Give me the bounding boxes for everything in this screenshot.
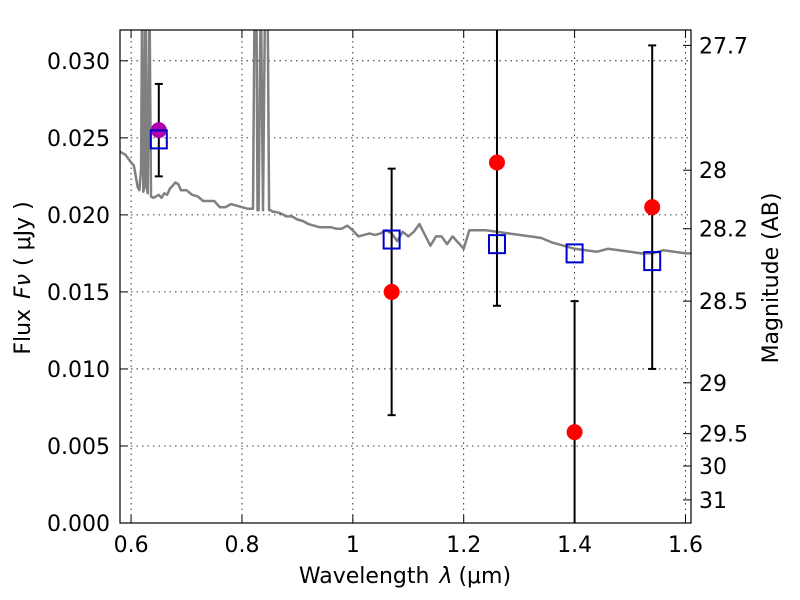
y2-axis-label: Magnitude (AB)	[759, 193, 784, 364]
x-axis-label: Wavelength λ (μm)	[299, 564, 511, 589]
x-axis-label-unit: (μm)	[458, 564, 511, 589]
y-axis-label-text: Flux	[11, 309, 36, 355]
x-tick-label: 0.8	[224, 533, 259, 558]
y2-tick-label: 28.2	[699, 218, 748, 243]
observed-point	[488, 154, 505, 171]
y2-tick-label: 29.5	[699, 423, 748, 448]
observed-point	[566, 424, 583, 441]
y-tick-label: 0.010	[47, 358, 110, 383]
y-axis-label-unit: ( μJy )	[11, 201, 36, 266]
x-tick-label: 1.2	[446, 533, 481, 558]
model-point	[565, 243, 584, 264]
y-axis-label-symbol: Fν	[11, 274, 36, 299]
plot-frame	[119, 29, 692, 524]
x-tick-label: 1.4	[557, 533, 592, 558]
observed-point	[383, 283, 400, 300]
x-tick-label: 1.6	[668, 533, 703, 558]
x-tick-label: 0.6	[114, 533, 149, 558]
x-tick-label: 1	[346, 533, 360, 558]
x-axis-label-symbol: λ	[438, 564, 452, 589]
observed-point	[644, 199, 661, 216]
y2-tick-label: 31	[699, 489, 727, 514]
y2-tick-label: 28.5	[699, 290, 748, 315]
y-tick-label: 0.030	[47, 50, 110, 75]
model-point	[382, 229, 401, 250]
y-tick-label: 0.005	[47, 435, 110, 460]
y-tick-label: 0.015	[47, 281, 110, 306]
model-point	[149, 129, 168, 150]
y-tick-label: 0.020	[47, 204, 110, 229]
y-axis-label: Flux Fν ( μJy )	[11, 201, 36, 354]
y-tick-label: 0.000	[47, 512, 110, 537]
y2-tick-label: 30	[699, 455, 727, 480]
spectrum-line	[120, 30, 691, 255]
x-axis-label-text: Wavelength	[299, 564, 430, 589]
y2-tick-label: 28	[699, 159, 727, 184]
y2-tick-label: 29	[699, 372, 727, 397]
y-tick-label: 0.025	[47, 127, 110, 152]
model-point	[643, 251, 662, 272]
axes: 0.6 0.8 1 1.2 1.4 1.6 0.000 0.005 0.010 0.015 0.02…	[47, 30, 748, 558]
plot-area	[120, 30, 691, 523]
model-point	[487, 234, 506, 255]
y2-tick-label: 27.7	[699, 34, 748, 59]
